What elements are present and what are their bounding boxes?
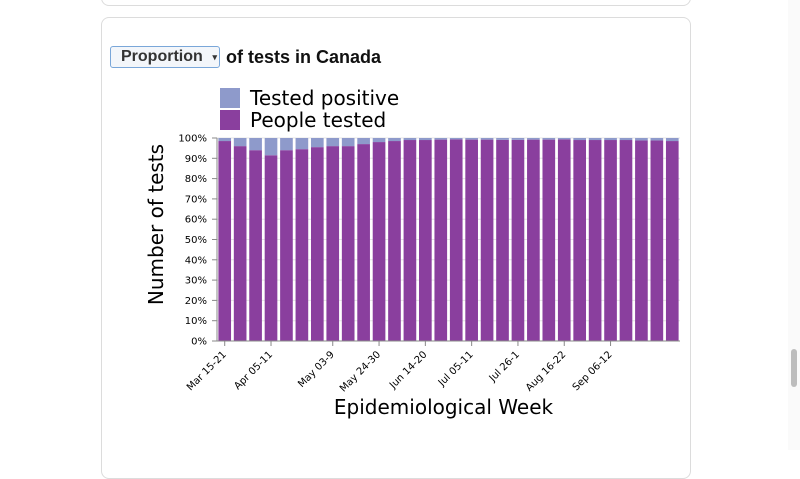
legend-swatch bbox=[220, 88, 240, 108]
bar-people-tested bbox=[480, 139, 494, 341]
bar-tested-positive bbox=[295, 138, 309, 150]
x-tick-label: Jul 05-11 bbox=[436, 349, 476, 389]
bar-tested-positive bbox=[249, 138, 262, 151]
y-tick-label: 10% bbox=[185, 316, 207, 327]
bar-people-tested bbox=[218, 141, 232, 341]
metric-select-value: Proportion bbox=[121, 48, 203, 65]
y-axis-title: Number of tests bbox=[144, 144, 168, 305]
y-tick-label: 20% bbox=[185, 296, 207, 307]
scrollbar-thumb[interactable] bbox=[791, 349, 797, 387]
bar-people-tested bbox=[542, 139, 556, 341]
chevron-down-icon: ▾ bbox=[212, 51, 217, 62]
legend-label: People tested bbox=[250, 108, 386, 132]
x-tick-label: Apr 05-11 bbox=[232, 349, 275, 392]
y-tick-label: 30% bbox=[185, 276, 207, 287]
bar-people-tested bbox=[588, 140, 602, 341]
x-tick-label: Jul 26-1 bbox=[487, 349, 522, 384]
bar-tested-positive bbox=[419, 138, 432, 141]
bar-tested-positive bbox=[635, 138, 648, 141]
metric-select[interactable]: Proportion ▾ bbox=[110, 46, 220, 68]
bar-people-tested bbox=[573, 140, 587, 341]
bar-tested-positive bbox=[388, 138, 401, 142]
y-tick-label: 0% bbox=[191, 337, 207, 348]
x-tick-label: May 03-9 bbox=[296, 349, 337, 390]
bar-people-tested bbox=[465, 139, 478, 341]
bar-tested-positive bbox=[588, 138, 602, 141]
bar-people-tested bbox=[604, 140, 617, 341]
bar-people-tested bbox=[403, 140, 417, 341]
bar-tested-positive bbox=[604, 138, 617, 141]
bar-people-tested bbox=[310, 147, 324, 341]
bar-tested-positive bbox=[372, 138, 386, 143]
bar-people-tested bbox=[619, 140, 633, 341]
bar-people-tested bbox=[372, 142, 386, 341]
bar-tested-positive bbox=[480, 138, 494, 140]
x-axis-title: Epidemiological Week bbox=[334, 395, 554, 419]
bar-tested-positive bbox=[511, 138, 525, 140]
bar-people-tested bbox=[249, 150, 262, 341]
bar-tested-positive bbox=[280, 138, 293, 151]
bar-tested-positive bbox=[341, 138, 355, 147]
chart-title: of tests in Canada bbox=[226, 46, 382, 67]
bar-tested-positive bbox=[310, 138, 324, 148]
bar-people-tested bbox=[233, 146, 247, 341]
bar-tested-positive bbox=[434, 138, 448, 140]
bar-tested-positive bbox=[573, 138, 587, 141]
bar-people-tested bbox=[511, 139, 525, 341]
bar-people-tested bbox=[264, 155, 278, 341]
x-tick-label: May 24-30 bbox=[338, 349, 383, 394]
bar-tested-positive bbox=[650, 138, 664, 141]
bar-people-tested bbox=[496, 139, 509, 341]
bar-people-tested bbox=[419, 140, 432, 341]
bar-people-tested bbox=[326, 146, 340, 341]
bar-people-tested bbox=[635, 140, 648, 341]
bar-tested-positive bbox=[496, 138, 509, 140]
y-tick-label: 40% bbox=[185, 255, 207, 266]
x-tick-label: Mar 15-21 bbox=[185, 349, 229, 393]
bar-tested-positive bbox=[264, 138, 278, 156]
x-tick-label: Sep 06-12 bbox=[571, 349, 615, 393]
y-tick-label: 100% bbox=[178, 134, 207, 145]
bar-tested-positive bbox=[665, 138, 679, 142]
y-tick-label: 80% bbox=[185, 174, 207, 185]
page-scrollbar[interactable] bbox=[788, 0, 800, 450]
bar-tested-positive bbox=[542, 138, 556, 140]
legend-label: Tested positive bbox=[249, 86, 399, 110]
bar-people-tested bbox=[527, 139, 540, 341]
bar-tested-positive bbox=[357, 138, 370, 145]
chart-title-row: Proportion ▾ of tests in Canada bbox=[110, 44, 381, 70]
bar-people-tested bbox=[557, 139, 571, 341]
bar-tested-positive bbox=[449, 138, 463, 140]
y-tick-label: 60% bbox=[185, 215, 207, 226]
bar-people-tested bbox=[388, 141, 401, 341]
y-tick-label: 90% bbox=[185, 154, 207, 165]
y-tick-label: 50% bbox=[185, 235, 207, 246]
bar-people-tested bbox=[295, 149, 309, 341]
x-tick-label: Jun 14-20 bbox=[387, 349, 429, 391]
bar-people-tested bbox=[280, 150, 293, 341]
bar-tested-positive bbox=[403, 138, 417, 141]
y-tick-label: 70% bbox=[185, 194, 207, 205]
bar-people-tested bbox=[357, 144, 370, 341]
x-tick-label: Aug 16-22 bbox=[524, 349, 568, 393]
bar-people-tested bbox=[341, 146, 355, 341]
bar-people-tested bbox=[449, 139, 463, 341]
bar-tested-positive bbox=[557, 138, 571, 140]
bar-tested-positive bbox=[233, 138, 247, 147]
bar-people-tested bbox=[665, 141, 679, 341]
bar-people-tested bbox=[650, 140, 664, 341]
bar-people-tested bbox=[434, 139, 448, 341]
bar-tested-positive bbox=[326, 138, 340, 147]
bar-tested-positive bbox=[527, 138, 540, 140]
bar-tested-positive bbox=[218, 138, 232, 142]
legend-swatch bbox=[220, 110, 240, 130]
bar-tested-positive bbox=[619, 138, 633, 141]
bar-tested-positive bbox=[465, 138, 478, 140]
stacked-bar-chart: 0% 10% 20% 30% 40% 50% 60% 70% 80% 90% 100% Mar 15-… bbox=[144, 86, 680, 419]
